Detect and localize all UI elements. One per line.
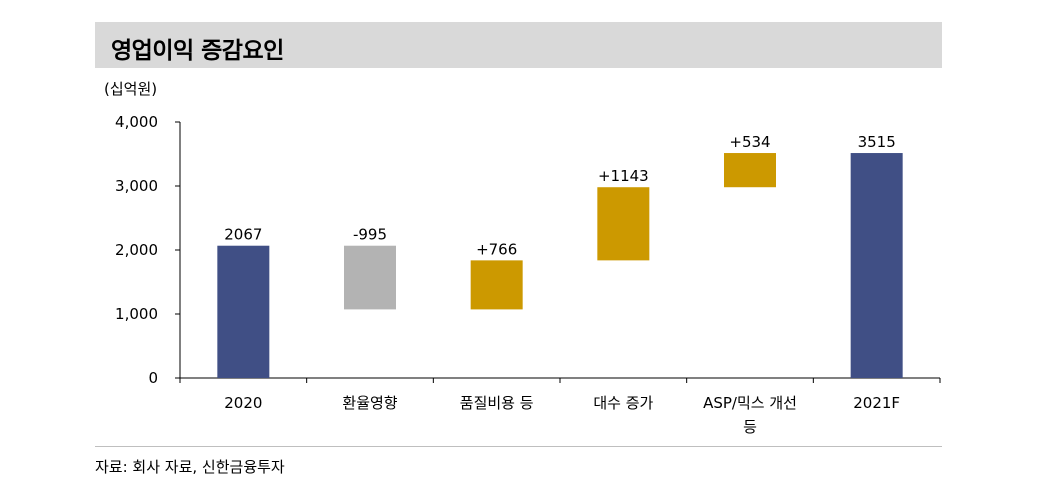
y-tick-label: 0 bbox=[148, 369, 158, 387]
chart-title: 영업이익 증감요인 bbox=[111, 38, 284, 64]
y-tick-label: 1,000 bbox=[115, 305, 158, 323]
y-tick-label: 2,000 bbox=[115, 241, 158, 259]
bar-increase bbox=[724, 153, 776, 188]
data-label: +1143 bbox=[598, 167, 649, 185]
category-label: 환율영향 bbox=[342, 394, 397, 412]
source-note: 자료: 회사 자료, 신한금융투자 bbox=[95, 458, 285, 476]
divider bbox=[95, 446, 942, 447]
y-tick-label: 4,000 bbox=[115, 113, 158, 131]
category-label: 등 bbox=[743, 418, 757, 436]
bar-decrease bbox=[344, 245, 396, 310]
data-label: +766 bbox=[476, 240, 517, 258]
data-label: 3515 bbox=[858, 133, 896, 151]
data-label: 2067 bbox=[224, 226, 262, 244]
title-bar: 영업이익 증감요인 bbox=[95, 22, 942, 68]
category-label: 품질비용 등 bbox=[460, 394, 534, 412]
data-label: -995 bbox=[353, 226, 387, 244]
category-label: 대수 증가 bbox=[593, 394, 653, 412]
y-tick-label: 3,000 bbox=[115, 177, 158, 195]
bar-increase bbox=[597, 187, 650, 261]
data-label: +534 bbox=[729, 133, 770, 151]
bar-total bbox=[217, 245, 270, 378]
unit-label: (십억원) bbox=[104, 80, 158, 98]
category-label: 2021F bbox=[853, 394, 900, 412]
category-label: 2020 bbox=[224, 394, 262, 412]
category-label: ASP/믹스 개선 bbox=[703, 394, 797, 412]
bar-increase bbox=[470, 260, 523, 310]
waterfall-chart: 0 1,000 2,000 3,000 4,000 2067 -995 +766 +1143 +5… bbox=[115, 113, 941, 436]
bar-total bbox=[850, 153, 903, 378]
